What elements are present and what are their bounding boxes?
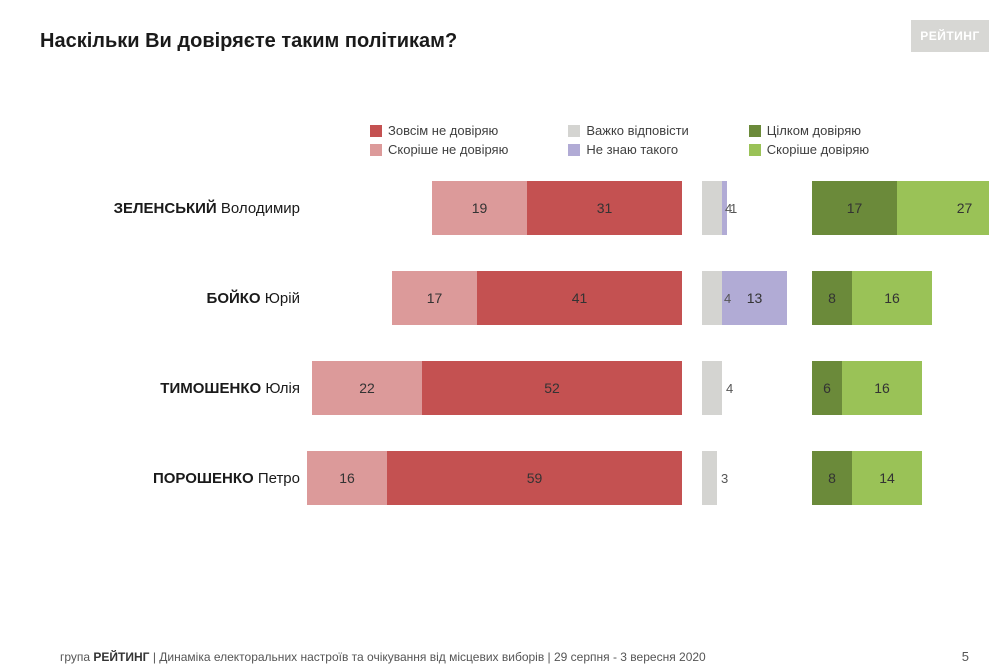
legend-label: Не знаю такого bbox=[586, 142, 678, 157]
seg-dont-know: 13 bbox=[722, 271, 787, 325]
legend-item: Скоріше не довіряю bbox=[370, 142, 508, 157]
legend-item: Цілком довіряю bbox=[749, 123, 869, 138]
legend-label: Скоріше не довіряю bbox=[388, 142, 508, 157]
legend-column: Зовсім не довіряю Скоріше не довіряю bbox=[370, 123, 508, 157]
seg-definitely-not: 31 bbox=[527, 181, 682, 235]
row-surname: БОЙКО bbox=[207, 290, 265, 307]
seg-rather-not: 16 bbox=[307, 451, 387, 505]
legend-swatch bbox=[370, 125, 382, 137]
bars-area: 2252 4 616 bbox=[312, 361, 949, 415]
seg-hard-to-say bbox=[702, 361, 722, 415]
seg-hard-to-say bbox=[702, 271, 722, 325]
label-hard-to-say: 4 bbox=[726, 361, 733, 415]
seg-definitely-trust: 6 bbox=[812, 361, 842, 415]
seg-definitely-trust: 8 bbox=[812, 451, 852, 505]
legend-item: Скоріше довіряю bbox=[749, 142, 869, 157]
seg-rather-not: 19 bbox=[432, 181, 527, 235]
legend-column: Цілком довіряю Скоріше довіряю bbox=[749, 123, 869, 157]
seg-rather-not: 17 bbox=[392, 271, 477, 325]
footer-rest: | Динаміка електоральних настроїв та очі… bbox=[149, 650, 705, 664]
seg-rather-not: 22 bbox=[312, 361, 422, 415]
row-label: БОЙКО Юрій bbox=[40, 290, 312, 307]
legend-swatch bbox=[749, 125, 761, 137]
legend-item: Важко відповісти bbox=[568, 123, 688, 138]
bars-area: 16593814 bbox=[312, 451, 949, 505]
bars-area: 1741134816 bbox=[312, 271, 949, 325]
page-title: Наскільки Ви довіряєте таким політикам? bbox=[40, 30, 457, 53]
legend-swatch bbox=[568, 144, 580, 156]
footer-prefix: група bbox=[60, 650, 93, 664]
label-hard-to-say: 3 bbox=[721, 451, 728, 505]
row-surname: ЗЕЛЕНСЬКИЙ bbox=[114, 200, 221, 217]
chart-row: БОЙКО Юрій1741134816 bbox=[40, 271, 949, 325]
seg-rather-trust: 16 bbox=[852, 271, 932, 325]
seg-rather-trust: 27 bbox=[897, 181, 989, 235]
legend-column: Важко відповісти Не знаю такого bbox=[568, 123, 688, 157]
row-label: ЗЕЛЕНСЬКИЙ Володимир bbox=[40, 200, 312, 217]
legend-item: Зовсім не довіряю bbox=[370, 123, 508, 138]
legend-label: Зовсім не довіряю bbox=[388, 123, 498, 138]
row-firstname: Володимир bbox=[221, 200, 300, 217]
footer-text: група РЕЙТИНГ | Динаміка електоральних н… bbox=[60, 650, 706, 664]
legend-item: Не знаю такого bbox=[568, 142, 688, 157]
watermark-logo: РЕЙТИНГ bbox=[911, 20, 989, 52]
label-dont-know: 1 bbox=[730, 181, 737, 235]
seg-definitely-trust: 8 bbox=[812, 271, 852, 325]
seg-definitely-not: 41 bbox=[477, 271, 682, 325]
row-firstname: Юрій bbox=[265, 290, 300, 307]
seg-rather-trust: 16 bbox=[842, 361, 922, 415]
row-label: ТИМОШЕНКО Юлія bbox=[40, 380, 312, 397]
legend: Зовсім не довіряю Скоріше не довіряю Важко… bbox=[370, 123, 949, 157]
page-number: 5 bbox=[962, 649, 969, 664]
chart-rows: ЗЕЛЕНСЬКИЙ Володимир1931411727БОЙКО Юрій… bbox=[40, 181, 949, 505]
legend-swatch bbox=[568, 125, 580, 137]
row-label: ПОРОШЕНКО Петро bbox=[40, 470, 312, 487]
footer-strong: РЕЙТИНГ bbox=[93, 650, 149, 664]
title-row: Наскільки Ви довіряєте таким політикам? bbox=[40, 30, 949, 83]
legend-label: Важко відповісти bbox=[586, 123, 688, 138]
seg-rather-trust: 14 bbox=[852, 451, 922, 505]
chart-row: ЗЕЛЕНСЬКИЙ Володимир1931411727 bbox=[40, 181, 949, 235]
seg-definitely-not: 52 bbox=[422, 361, 682, 415]
chart-row: ТИМОШЕНКО Юлія22524616 bbox=[40, 361, 949, 415]
row-firstname: Юлія bbox=[265, 380, 300, 397]
seg-hard-to-say bbox=[702, 181, 722, 235]
page: Наскільки Ви довіряєте таким політикам? … bbox=[0, 0, 989, 672]
row-surname: ТИМОШЕНКО bbox=[160, 380, 265, 397]
chart-row: ПОРОШЕНКО Петро16593814 bbox=[40, 451, 949, 505]
legend-label: Скоріше довіряю bbox=[767, 142, 869, 157]
legend-swatch bbox=[749, 144, 761, 156]
seg-hard-to-say bbox=[702, 451, 717, 505]
row-surname: ПОРОШЕНКО bbox=[153, 470, 258, 487]
seg-definitely-not: 59 bbox=[387, 451, 682, 505]
row-firstname: Петро bbox=[258, 470, 300, 487]
legend-label: Цілком довіряю bbox=[767, 123, 861, 138]
bars-area: 1931411727 bbox=[312, 181, 949, 235]
seg-definitely-trust: 17 bbox=[812, 181, 897, 235]
legend-swatch bbox=[370, 144, 382, 156]
